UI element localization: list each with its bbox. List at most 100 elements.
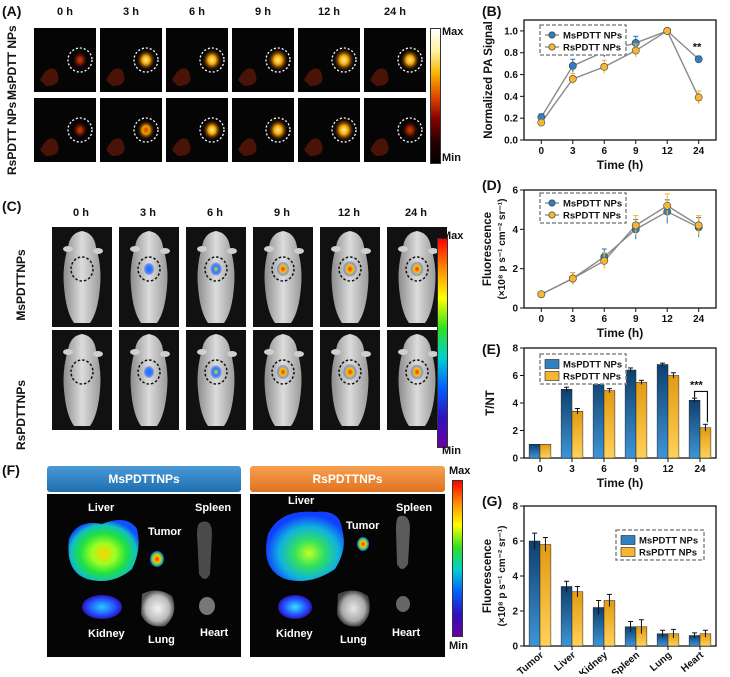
pa-background-tissue <box>172 138 191 156</box>
fl-timepoint-label: 6 h <box>207 207 223 219</box>
pa-image-svg <box>172 117 225 156</box>
pa-image-svg <box>40 47 93 86</box>
mouse-image-svg <box>264 334 304 426</box>
tumor-fluorescence-signal <box>410 261 424 277</box>
mouse-paw <box>63 349 73 355</box>
mouse-image-svg <box>398 231 438 323</box>
mouse-image-cell <box>253 330 313 430</box>
organ-label-lung-rs: Lung <box>340 634 367 646</box>
panel-f-header-ms: MsPDTTNPs <box>47 466 241 492</box>
mouse-paw <box>93 248 103 254</box>
data-point <box>600 256 609 265</box>
data-point <box>663 201 672 210</box>
pa-tumor-signal <box>401 120 419 140</box>
mouse-body <box>197 231 235 323</box>
mouse-image-cell <box>186 330 246 430</box>
pa-background-tissue <box>40 68 59 86</box>
series-line <box>540 204 700 295</box>
fl-colorbar <box>437 238 448 448</box>
mouse-body <box>63 334 101 426</box>
legend-label: MsPDTT NPs <box>563 360 622 371</box>
panel-label-c: (C) <box>2 198 22 214</box>
y-axis-label: Fluorescence <box>482 539 494 613</box>
data-point <box>568 75 577 83</box>
pa-image-cell <box>232 28 294 92</box>
y-axis-label: T/NT <box>485 390 497 416</box>
y-tick-label: 8 <box>512 502 518 513</box>
pa-background-tissue <box>106 138 125 156</box>
mouse-paw <box>130 246 140 252</box>
bar <box>560 389 573 459</box>
panel-label-b: (B) <box>482 3 502 19</box>
x-tick-label: 6 <box>601 464 607 475</box>
legend-marker <box>548 31 556 39</box>
organ-label-heart-rs: Heart <box>392 627 421 639</box>
mouse-image-cell <box>52 227 112 327</box>
organ-label-tumor-rs: Tumor <box>346 520 380 532</box>
x-tick-label: 0 <box>539 314 545 325</box>
pa-tumor-signal <box>202 119 222 141</box>
fl-timepoint-label: 3 h <box>140 207 156 219</box>
bar <box>528 540 541 647</box>
data-point <box>600 63 609 71</box>
pa-row-label-rs: RsPDTT NPs <box>5 101 19 175</box>
x-axis-label: Time (h) <box>597 476 643 490</box>
pa-tumor-signal <box>333 48 355 72</box>
tumor-roi-circle <box>405 256 429 282</box>
mouse-paw <box>227 248 237 254</box>
data-point <box>663 27 672 35</box>
x-tick-label: 0 <box>537 464 543 475</box>
pa-background-tissue <box>370 138 389 156</box>
organ-label-lung-ms: Lung <box>148 634 175 646</box>
chart-g-organ-fluorescence: 0 2 4 6 8 Tumor Liver Kidney Spleen Lung Heart Fluo… <box>482 502 717 674</box>
legend-swatch <box>620 547 636 557</box>
pa-background-tissue <box>238 138 257 156</box>
tumor-roi-circle <box>70 359 94 385</box>
organ-colorbar-max: Max <box>449 465 471 477</box>
mouse-paw <box>294 351 304 357</box>
y-tick-label: 0.6 <box>504 70 518 81</box>
x-tick-label: 9 <box>633 464 639 475</box>
bar <box>528 444 541 459</box>
organ-image-rs <box>250 494 445 657</box>
x-axis-label: Time (h) <box>597 158 643 172</box>
y-axis-label-units: (×10⁸ p s⁻¹ cm⁻² sr⁻¹) <box>497 199 508 300</box>
data-point <box>568 274 577 283</box>
pa-tumor-signal <box>72 51 88 69</box>
x-tick-label: Kidney <box>577 650 610 674</box>
pa-timepoint-label: 0 h <box>57 6 73 18</box>
y-tick-label: 0.8 <box>504 48 518 59</box>
pa-image-cell <box>166 28 228 92</box>
pa-background-tissue <box>304 68 323 86</box>
organ-colorbar-min: Min <box>449 640 468 652</box>
tumor-fluorescence-signal <box>276 261 290 277</box>
legend-label: RsPDTT NPs <box>563 372 621 383</box>
mouse-paw <box>264 246 274 252</box>
x-tick-label: Tumor <box>516 650 546 674</box>
panel-label-g: (G) <box>482 493 503 509</box>
x-axis-label: Time (h) <box>597 326 643 340</box>
y-tick-label: 0 <box>512 454 518 465</box>
x-tick-label: 3 <box>569 464 575 475</box>
x-tick-label: 3 <box>570 146 576 157</box>
y-tick-label: 0.0 <box>504 136 518 147</box>
tumor-roi-circle <box>331 117 357 143</box>
y-tick-label: 6 <box>512 186 518 197</box>
data-point <box>694 55 703 64</box>
legend-label: MsPDTT NPs <box>639 536 698 547</box>
mouse-paw <box>398 246 408 252</box>
bar <box>603 390 616 459</box>
mouse-paw <box>361 248 371 254</box>
data-point <box>537 118 546 127</box>
mouse-image-svg <box>197 231 237 323</box>
mouse-body <box>331 231 369 323</box>
x-tick-label: 9 <box>633 314 639 325</box>
tumor-roi-circle <box>271 359 295 385</box>
x-tick-label: Liver <box>553 650 578 674</box>
data-point <box>631 221 640 230</box>
x-tick-label: 24 <box>694 464 706 475</box>
mouse-paw <box>160 248 170 254</box>
